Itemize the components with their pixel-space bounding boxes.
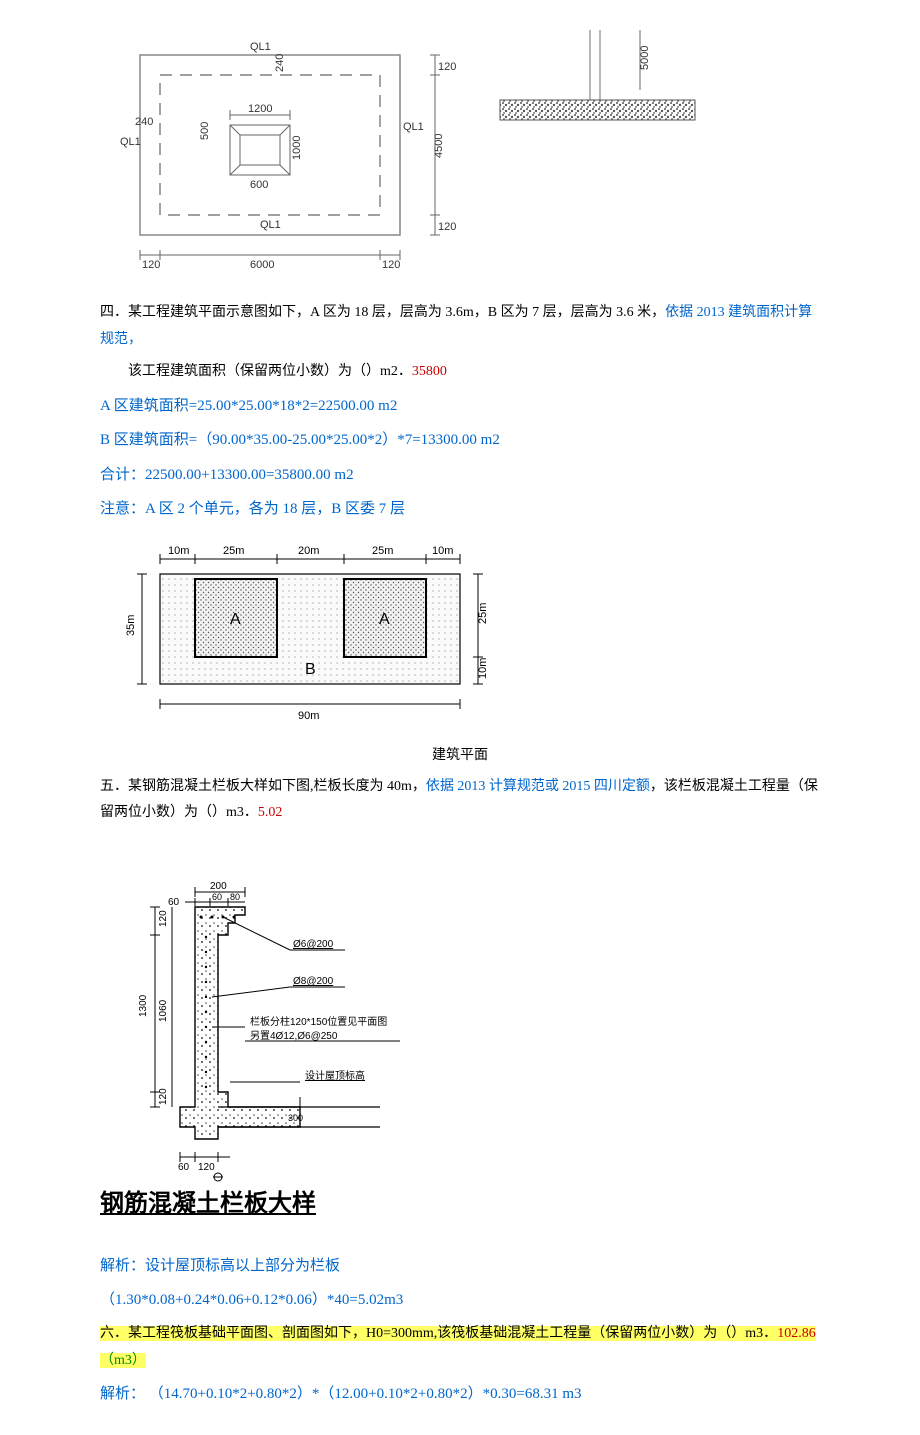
svg-text:600: 600 <box>250 179 268 191</box>
svg-text:栏板分柱120*150位置见平面图: 栏板分柱120*150位置见平面图 <box>250 1015 387 1028</box>
q6-unit: （m3） <box>100 1353 146 1368</box>
svg-text:设计屋顶标高: 设计屋顶标高 <box>305 1069 365 1082</box>
svg-text:20m: 20m <box>298 545 319 557</box>
svg-text:6000: 6000 <box>250 259 274 271</box>
svg-text:240: 240 <box>274 54 286 72</box>
svg-text:A: A <box>230 611 241 628</box>
svg-text:4500: 4500 <box>433 134 445 158</box>
svg-text:1300: 1300 <box>138 994 149 1017</box>
q4-suffix: 该工程建筑面积（保留两位小数）为（）m2． <box>128 364 412 379</box>
svg-text:B: B <box>305 661 316 678</box>
svg-text:A: A <box>379 611 390 628</box>
svg-text:Ø6@200: Ø6@200 <box>293 939 334 950</box>
q6-main: 六．某工程筏板基础平面图、剖面图如下，H0=300mm,该筏板基础混凝土工程量（… <box>100 1326 777 1341</box>
svg-text:120: 120 <box>142 259 160 271</box>
svg-text:25m: 25m <box>223 545 244 557</box>
svg-text:QL1: QL1 <box>403 121 424 133</box>
q4-line2: B 区建筑面积=（90.00*35.00-25.00*25.00*2）*7=13… <box>100 426 820 455</box>
q4-text: 四．某工程建筑平面示意图如下，A 区为 18 层，层高为 3.6m，B 区为 7… <box>100 300 820 353</box>
figure-2-plan: A A B 10m 25m 20m 25m 10m 35m 25m 10m 90… <box>100 534 820 734</box>
svg-text:1060: 1060 <box>158 999 169 1022</box>
q6-sol-label: 解析： <box>100 1386 145 1402</box>
q4-suffix-line: 该工程建筑面积（保留两位小数）为（）m2．35800 <box>100 359 820 386</box>
svg-text:90m: 90m <box>298 710 319 722</box>
svg-text:120: 120 <box>158 910 169 927</box>
q4-line1: A 区建筑面积=25.00*25.00*18*2=22500.00 m2 <box>100 392 820 421</box>
q5-answer: 5.02 <box>258 805 283 820</box>
q6-sol: 解析： （14.70+0.10*2+0.80*2）*（12.00+0.10*2+… <box>100 1380 820 1409</box>
svg-text:10m: 10m <box>168 545 189 557</box>
svg-text:120: 120 <box>438 61 456 73</box>
svg-text:60: 60 <box>212 892 222 902</box>
figure-1-plan-section: QL1 QL1 QL1 QL1 1200 500 1000 600 240 24… <box>100 30 820 290</box>
fig3-title: 钢筋混凝土栏板大样 <box>100 1183 820 1218</box>
svg-text:240: 240 <box>135 116 153 128</box>
q4-prefix: 四．某工程建筑平面示意图如下，A 区为 18 层，层高为 3.6m，B 区为 7… <box>100 305 665 320</box>
figure-3-parapet: 200 60 60 80 1300 120 1060 120 Ø6@200 Ø8… <box>100 857 820 1218</box>
q5-sol-calc: （1.30*0.08+0.24*0.06+0.12*0.06）*40=5.02m… <box>100 1286 820 1315</box>
svg-text:5000: 5000 <box>639 46 651 70</box>
svg-text:QL1: QL1 <box>250 41 271 53</box>
q4-answer: 35800 <box>412 364 447 379</box>
svg-text:10m: 10m <box>477 657 489 678</box>
svg-text:QL1: QL1 <box>260 219 281 231</box>
svg-text:1000: 1000 <box>291 136 303 160</box>
fig2-caption: 建筑平面 <box>100 744 820 764</box>
svg-text:120: 120 <box>438 221 456 233</box>
svg-text:200: 200 <box>210 881 227 892</box>
svg-text:1200: 1200 <box>248 103 272 115</box>
svg-text:另置4Ø12,Ø6@250: 另置4Ø12,Ø6@250 <box>250 1030 338 1042</box>
q6-sol-calc: （14.70+0.10*2+0.80*2）*（12.00+0.10*2+0.80… <box>149 1386 582 1402</box>
svg-text:25m: 25m <box>372 545 393 557</box>
q4-line4: 注意：A 区 2 个单元，各为 18 层，B 区委 7 层 <box>100 495 820 524</box>
svg-text:25m: 25m <box>477 602 489 623</box>
svg-text:80: 80 <box>230 892 240 902</box>
q5-blue: 依据 2013 计算规范或 2015 四川定额 <box>426 779 650 794</box>
q5-prefix: 五．某钢筋混凝土栏板大样如下图,栏板长度为 40m， <box>100 779 426 794</box>
q5-text: 五．某钢筋混凝土栏板大样如下图,栏板长度为 40m，依据 2013 计算规范或 … <box>100 774 820 827</box>
svg-text:10m: 10m <box>432 545 453 557</box>
svg-text:QL1: QL1 <box>120 136 141 148</box>
q6-text: 六．某工程筏板基础平面图、剖面图如下，H0=300mm,该筏板基础混凝土工程量（… <box>100 1321 820 1374</box>
svg-text:120: 120 <box>198 1162 215 1173</box>
q6-answer: 102.86 <box>777 1326 816 1341</box>
svg-text:120: 120 <box>158 1088 169 1105</box>
svg-text:60: 60 <box>168 897 180 908</box>
q5-sol-label: 解析：设计屋顶标高以上部分为栏板 <box>100 1252 820 1281</box>
svg-text:60: 60 <box>178 1162 190 1173</box>
svg-text:300: 300 <box>288 1113 303 1123</box>
svg-text:500: 500 <box>199 122 211 140</box>
svg-text:35m: 35m <box>125 614 137 635</box>
svg-text:Ø8@200: Ø8@200 <box>293 976 334 987</box>
q4-line3: 合计：22500.00+13300.00=35800.00 m2 <box>100 461 820 490</box>
svg-text:120: 120 <box>382 259 400 271</box>
